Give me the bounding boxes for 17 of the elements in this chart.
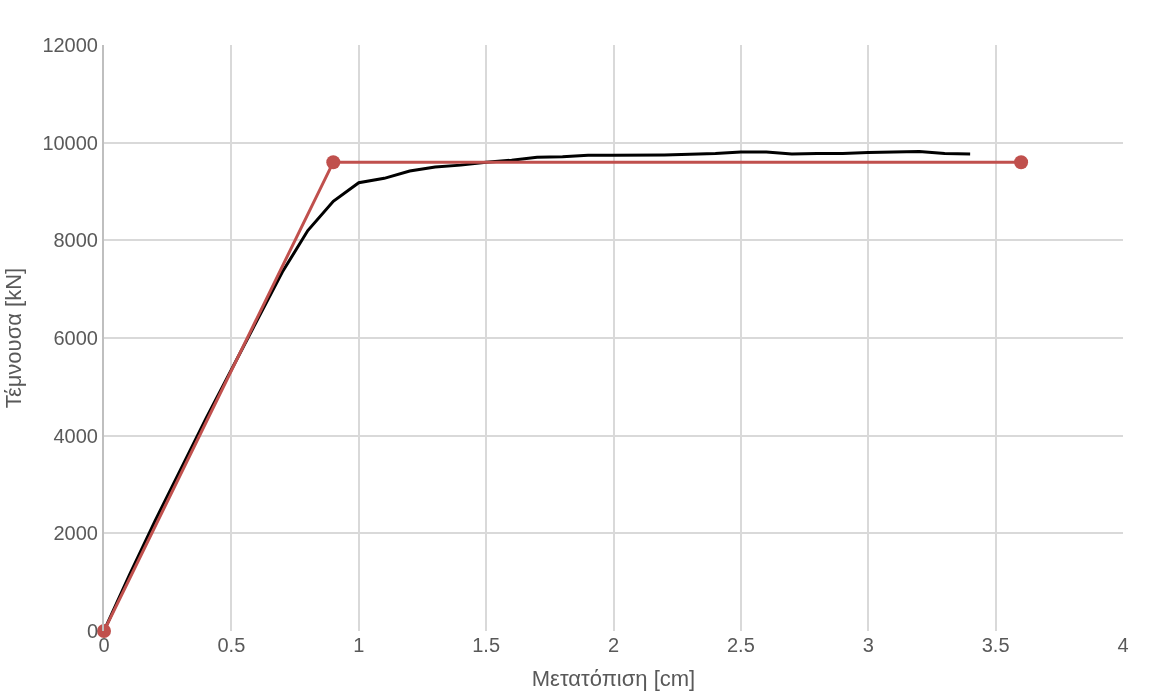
x-axis-title: Μετατόπιση [cm] bbox=[531, 665, 696, 691]
y-tick-label: 0 bbox=[86, 620, 98, 642]
x-tick-label: 1 bbox=[353, 634, 365, 656]
x-tick-label: 3 bbox=[862, 634, 874, 656]
x-tick-label: 4 bbox=[1117, 634, 1129, 656]
x-tick-label: 2.5 bbox=[726, 634, 755, 656]
x-tick-label: 3.5 bbox=[981, 634, 1010, 656]
x-tick-label: 2 bbox=[607, 634, 620, 656]
y-tick-label: 10000 bbox=[42, 131, 98, 154]
x-tick-label: 0.5 bbox=[217, 634, 246, 656]
y-tick-label: 12000 bbox=[42, 34, 98, 56]
y-tick-label: 8000 bbox=[53, 229, 98, 252]
y-tick-label: 4000 bbox=[53, 424, 98, 447]
y-tick-label: 2000 bbox=[53, 522, 98, 545]
y-axis-title: Τέμνουσα [kN] bbox=[0, 267, 26, 409]
y-tick-label: 6000 bbox=[53, 327, 98, 349]
x-tick-label: 1.5 bbox=[472, 634, 501, 656]
